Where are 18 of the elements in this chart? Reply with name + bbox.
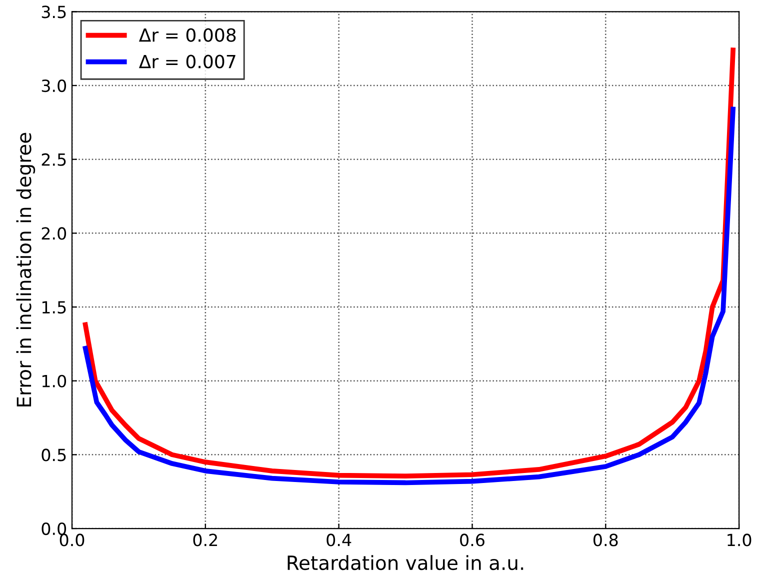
y-tick-label: 0.5 [42, 448, 66, 462]
y-tick-label: 0.0 [42, 522, 66, 536]
x-axis-title: Retardation value in a.u. [288, 555, 524, 570]
x-tick-label: 0.2 [193, 534, 217, 546]
y-tick-label: 2.0 [42, 227, 66, 240]
y-tick-label: 3.5 [42, 6, 66, 18]
y-tick-label: 1.0 [42, 374, 66, 388]
x-tick-label: 0.0 [60, 534, 84, 546]
y-tick-label: 1.5 [42, 301, 66, 314]
x-tick-label: 0.6 [460, 534, 484, 546]
x-tick-label: 1.0 [728, 534, 752, 546]
legend-label: Δr = 0.007 [138, 54, 236, 68]
y-tick-label: 2.5 [42, 153, 66, 166]
x-tick-label: 0.4 [326, 534, 352, 546]
legend-label: Δr = 0.008 [138, 28, 236, 42]
y-tick-label: 3.0 [42, 79, 66, 92]
y-axis-title: Error in inclination in degree [16, 132, 36, 406]
x-tick-label: 0.8 [593, 534, 618, 546]
